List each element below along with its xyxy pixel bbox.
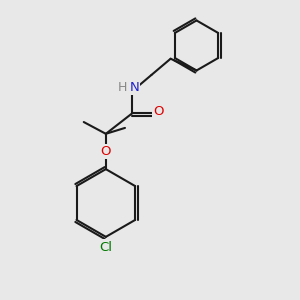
Text: Cl: Cl — [99, 241, 112, 254]
Text: H: H — [117, 81, 127, 94]
Text: O: O — [100, 145, 111, 158]
Text: N: N — [130, 81, 140, 94]
Text: O: O — [153, 105, 164, 118]
